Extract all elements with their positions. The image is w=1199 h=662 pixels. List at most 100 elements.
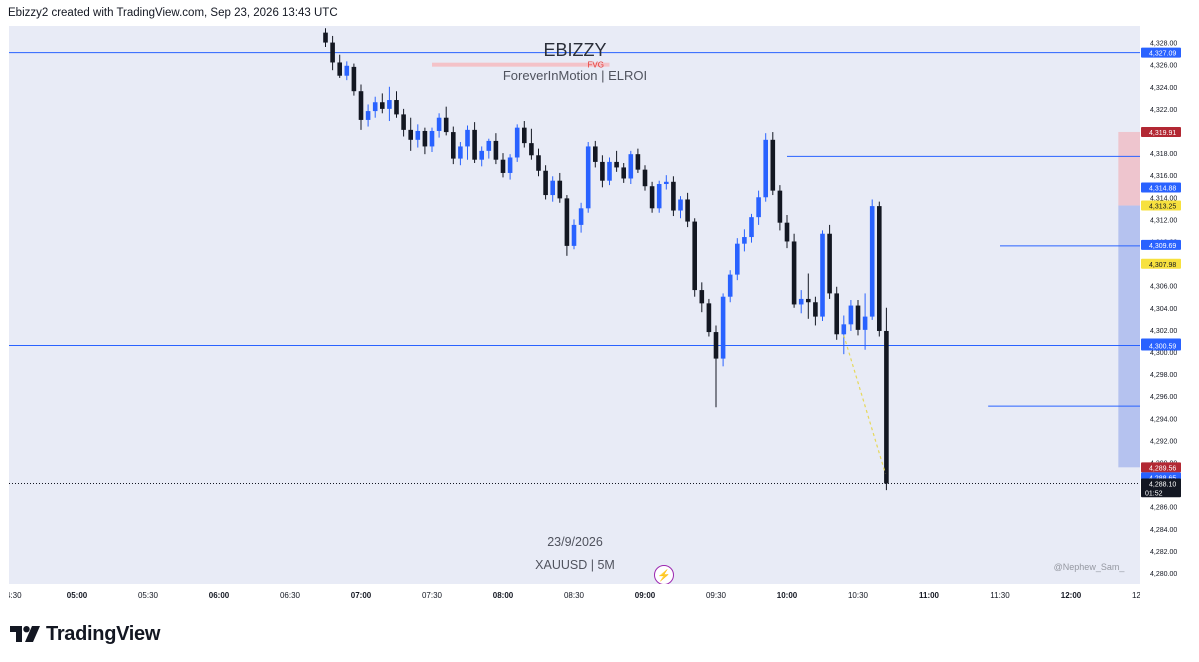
price-label: 4,314.88 bbox=[1149, 186, 1176, 193]
price-axis-canvas[interactable]: 4,328.004,326.004,324.004,322.004,320.00… bbox=[1140, 26, 1189, 584]
candle-body bbox=[585, 146, 591, 209]
tradingview-logo[interactable]: TradingView bbox=[10, 622, 160, 646]
watermark-symbol: XAUUSD | 5M bbox=[535, 558, 615, 572]
candle-body bbox=[777, 190, 783, 223]
price-label-bg bbox=[1141, 239, 1181, 250]
fvg-box bbox=[432, 62, 610, 67]
candle-body bbox=[514, 127, 520, 158]
candle-body bbox=[522, 127, 527, 144]
candle-body bbox=[756, 197, 761, 218]
price-tick-label: 4,318.00 bbox=[1150, 151, 1177, 158]
price-tick-label: 4,298.00 bbox=[1150, 372, 1177, 379]
time-tick-label: 10:30 bbox=[848, 591, 869, 600]
price-label: 4,289.56 bbox=[1149, 465, 1176, 472]
price-tick-label: 4,328.00 bbox=[1150, 41, 1177, 48]
candle-body bbox=[507, 157, 513, 173]
price-label-bg bbox=[1141, 258, 1181, 269]
candle-body bbox=[564, 198, 570, 246]
price-axis[interactable]: 4,328.004,326.004,324.004,322.004,320.00… bbox=[1140, 26, 1189, 584]
candle-body bbox=[486, 140, 492, 151]
candle-body bbox=[337, 62, 342, 76]
time-axis[interactable]: 4:30 05:00 05:30 06:00 06:30 07:00 07:30 08:00 0… bbox=[6, 584, 1153, 606]
time-axis-canvas[interactable]: 4:30 05:00 05:30 06:00 06:30 07:00 07:30 08:00 0… bbox=[6, 584, 1153, 606]
price-label: 01:52 bbox=[1145, 490, 1163, 497]
candle-body bbox=[372, 102, 378, 112]
price-tick-label: 4,280.00 bbox=[1150, 571, 1177, 578]
candle-body bbox=[401, 114, 406, 130]
candle-body bbox=[614, 161, 619, 168]
candle-body bbox=[784, 222, 790, 242]
candle-body bbox=[770, 139, 776, 191]
candle-body bbox=[394, 100, 399, 115]
take-profit-zone bbox=[1118, 205, 1140, 468]
candle-body bbox=[408, 129, 413, 140]
price-label: 4,313.25 bbox=[1149, 204, 1176, 211]
stop-loss-zone bbox=[1118, 131, 1140, 206]
candle-body bbox=[841, 324, 847, 335]
candle-body bbox=[479, 150, 484, 160]
candle-body bbox=[443, 117, 449, 133]
price-label: 4,300.59 bbox=[1149, 343, 1176, 350]
candle-body bbox=[720, 296, 726, 359]
candle-body bbox=[884, 330, 889, 484]
candle-body bbox=[571, 224, 577, 246]
candle-body bbox=[529, 143, 534, 156]
candle-body bbox=[699, 290, 705, 304]
time-tick-label: 12:00 bbox=[1061, 591, 1082, 600]
time-tick-label: 08:00 bbox=[493, 591, 514, 600]
price-label-bg bbox=[1141, 462, 1181, 473]
candle-body bbox=[862, 316, 868, 330]
projection-line bbox=[843, 335, 886, 474]
candle-body bbox=[550, 180, 555, 196]
candle-body bbox=[493, 140, 499, 160]
lightning-alert-icon[interactable]: ⚡ bbox=[654, 565, 674, 584]
candle-body bbox=[429, 130, 435, 147]
candle-body bbox=[593, 146, 598, 162]
candle-body bbox=[763, 139, 768, 198]
candle-body bbox=[578, 208, 584, 225]
watermark-credit: @Nephew_Sam_ bbox=[1053, 562, 1125, 572]
candle-body bbox=[635, 154, 641, 170]
candle-body bbox=[330, 42, 335, 63]
candle-body bbox=[877, 206, 882, 331]
price-tick-label: 4,286.00 bbox=[1150, 505, 1177, 512]
time-tick-label: 05:30 bbox=[138, 591, 159, 600]
price-tick-label: 4,296.00 bbox=[1150, 394, 1177, 401]
chart-canvas[interactable]: FVG bbox=[9, 26, 1140, 584]
candle-body bbox=[869, 206, 875, 317]
price-tick-label: 4,306.00 bbox=[1150, 284, 1177, 291]
time-tick-label: 09:30 bbox=[706, 591, 727, 600]
candle-body bbox=[358, 91, 364, 120]
time-tick-label: 05:00 bbox=[67, 591, 88, 600]
time-tick-label: 10:00 bbox=[777, 591, 798, 600]
watermark-subtitle: ForeverInMotion | ELROI bbox=[502, 68, 648, 83]
candle-body bbox=[458, 146, 463, 159]
candle-body bbox=[834, 293, 839, 335]
candle-body bbox=[742, 237, 747, 244]
candle-body bbox=[344, 65, 350, 76]
price-label-bg bbox=[1141, 487, 1181, 498]
candle-body bbox=[806, 298, 811, 303]
price-tick-label: 4,312.00 bbox=[1150, 217, 1177, 224]
price-tick-label: 4,314.00 bbox=[1150, 195, 1177, 202]
price-label: 4,327.09 bbox=[1149, 51, 1176, 58]
watermark-title: EBIZZY bbox=[543, 40, 607, 60]
time-tick-label: 12:30 bbox=[1132, 591, 1140, 600]
candle-body bbox=[678, 199, 683, 211]
candle-body bbox=[855, 305, 861, 330]
price-label-bg bbox=[1141, 478, 1181, 489]
candle-body bbox=[735, 243, 740, 275]
price-tick-label: 4,300.00 bbox=[1150, 350, 1177, 357]
candle-body bbox=[656, 184, 662, 209]
chart-plot-area[interactable]: FVG EBIZZY ForeverInMotion | ELROI 23/9/… bbox=[9, 26, 1140, 584]
candle-body bbox=[422, 130, 428, 147]
candle-body bbox=[351, 66, 357, 92]
candle-body bbox=[536, 155, 541, 171]
candle-body bbox=[387, 100, 392, 109]
price-tick-label: 4,294.00 bbox=[1150, 416, 1177, 423]
candle-body bbox=[557, 180, 563, 199]
price-label-bg bbox=[1141, 200, 1181, 211]
candle-body bbox=[649, 186, 655, 209]
time-tick-label: 08:30 bbox=[564, 591, 585, 600]
tradingview-logo-icon bbox=[10, 626, 40, 642]
